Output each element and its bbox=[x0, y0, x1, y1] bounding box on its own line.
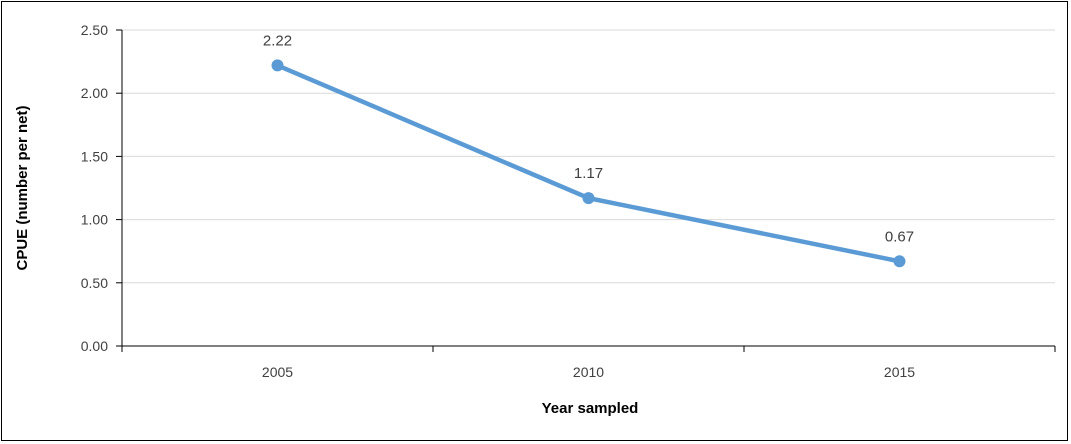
x-tick-label: 2010 bbox=[573, 364, 604, 380]
data-label: 1.17 bbox=[574, 165, 603, 182]
data-point bbox=[271, 59, 284, 72]
y-tick-label: 0.50 bbox=[81, 275, 108, 291]
data-point bbox=[893, 255, 906, 268]
x-axis-title: Year sampled bbox=[542, 400, 639, 417]
data-label: 0.67 bbox=[885, 228, 914, 245]
series-line bbox=[275, 63, 902, 264]
x-tick-label: 2015 bbox=[884, 364, 915, 380]
y-tick-label: 2.50 bbox=[81, 22, 108, 38]
x-tick-label: 2005 bbox=[262, 364, 293, 380]
labels-group: 0.00 0.50 1.00 1.50 2.00 2.50 2005 2010 2015 2.22… bbox=[81, 22, 916, 380]
gridlines bbox=[122, 29, 1055, 284]
y-tick-label: 1.50 bbox=[81, 148, 108, 164]
data-label: 2.22 bbox=[263, 32, 292, 49]
axes bbox=[116, 29, 1056, 352]
series-group bbox=[271, 59, 906, 268]
data-point bbox=[582, 192, 595, 205]
y-tick-label: 1.00 bbox=[81, 212, 108, 228]
y-axis-title: CPUE (number per net) bbox=[14, 105, 31, 270]
y-tick-label: 0.00 bbox=[81, 338, 108, 354]
y-tick-label: 2.00 bbox=[81, 85, 108, 101]
